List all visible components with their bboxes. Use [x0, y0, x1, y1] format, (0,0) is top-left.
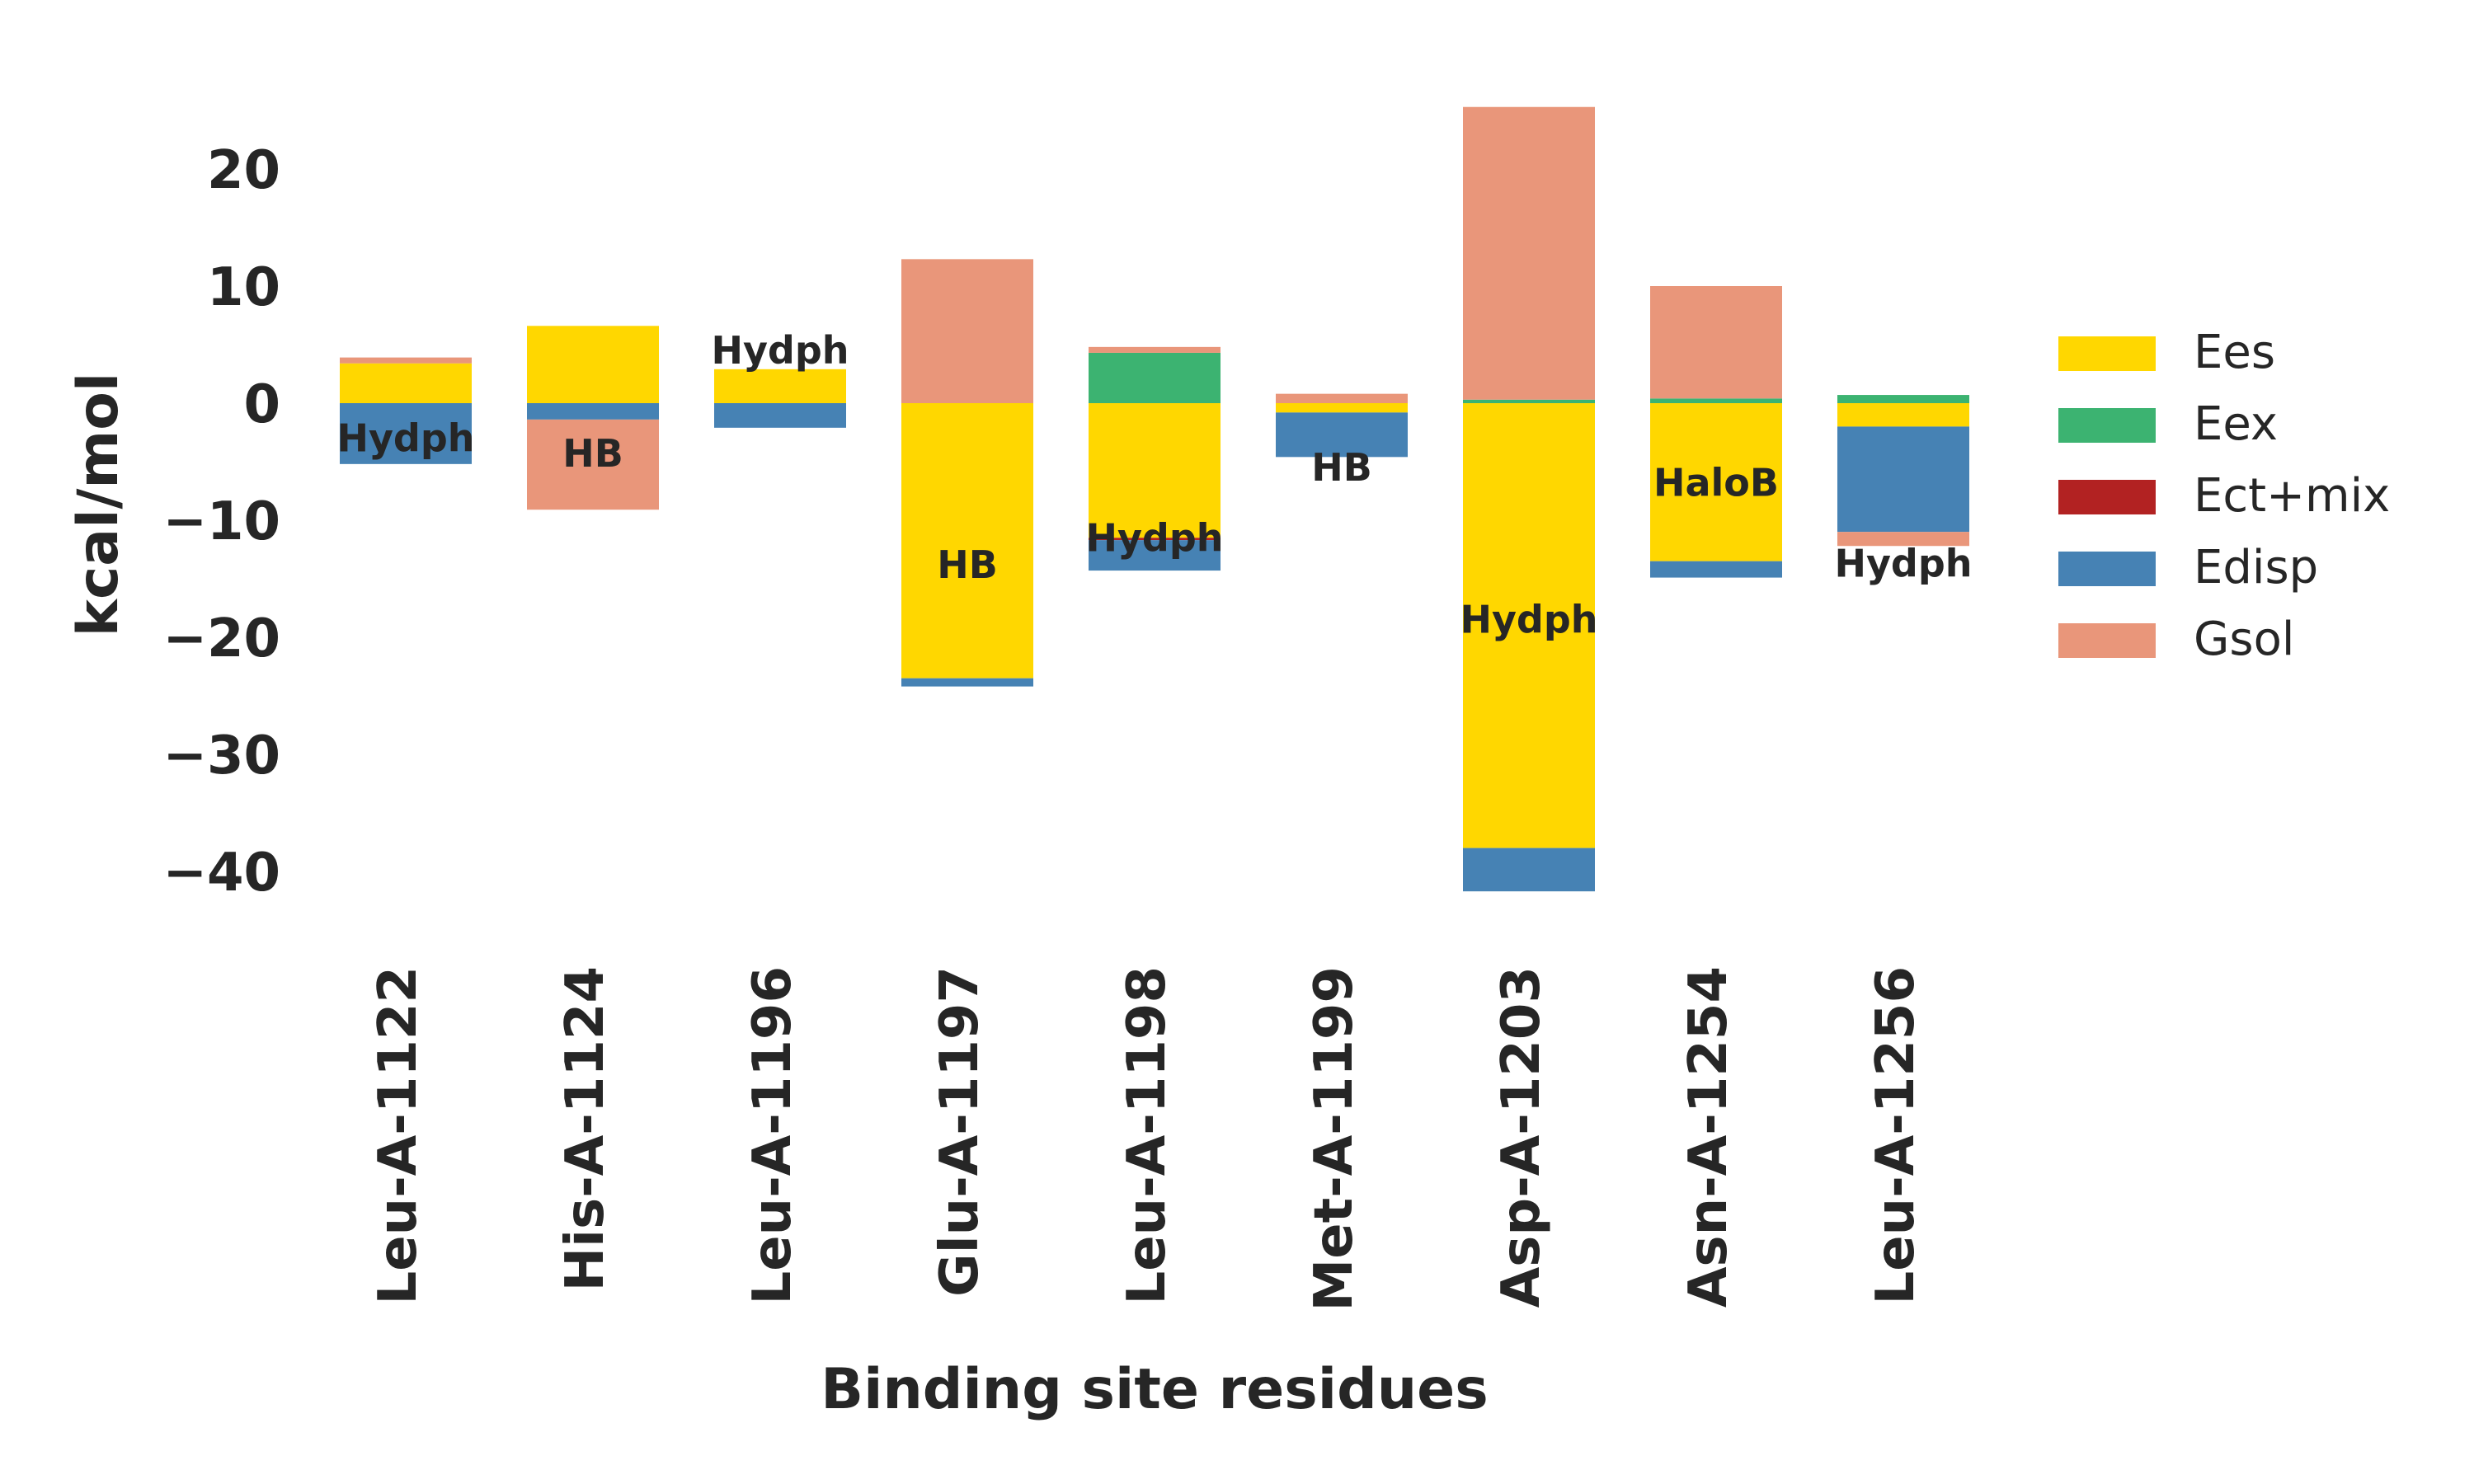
bar-edisp-leu-a-1122: [340, 403, 472, 464]
legend-swatch: [2058, 480, 2156, 514]
bar-gsol-leu-a-1122: [340, 357, 472, 364]
bar-ees-his-a-1124: [527, 326, 659, 403]
legend-label: Ees: [2194, 326, 2275, 379]
x-tick-label: His-A-1124: [555, 966, 616, 1291]
bar-ees-leu-a-1122: [340, 363, 472, 403]
bar-edisp-asn-a-1254: [1650, 561, 1782, 578]
x-tick-label: Glu-A-1197: [929, 966, 990, 1297]
x-tick-label: Asn-A-1254: [1678, 966, 1739, 1308]
bar-eex-asn-a-1254: [1650, 398, 1782, 403]
bar-gsol-glu-a-1197: [901, 259, 1033, 403]
bar-ees-asn-a-1254: [1650, 403, 1782, 561]
bar-ees-leu-a-1196: [714, 369, 846, 403]
legend-label: Edisp: [2194, 541, 2318, 594]
bars-layer: [340, 106, 1969, 892]
x-tick-label: Leu-A-1198: [1117, 966, 1178, 1305]
bar-edisp-leu-a-1196: [714, 403, 846, 428]
bar-gsol-leu-a-1198: [1089, 346, 1221, 353]
legend-swatch: [2058, 623, 2156, 658]
y-tick-label: −10: [162, 491, 280, 552]
legend-label: Gsol: [2194, 613, 2294, 666]
annotation-label: HB: [1311, 445, 1372, 490]
bar-gsol-leu-a-1256: [1837, 532, 1969, 547]
x-tick-label: Asp-A-1203: [1491, 966, 1552, 1308]
x-tick-label: Leu-A-1196: [742, 966, 803, 1305]
x-tick-label: Met-A-1199: [1304, 966, 1365, 1311]
y-tick-label: 0: [243, 374, 280, 435]
annotation-label: Hydph: [1834, 542, 1972, 586]
bar-edisp-his-a-1124: [527, 403, 659, 420]
legend-label: Eex: [2194, 397, 2278, 451]
bar-ees-asp-a-1203: [1463, 403, 1595, 848]
annotation-label: HB: [937, 542, 998, 587]
annotation-label: Hydph: [336, 416, 474, 461]
annotation-label: HB: [562, 431, 623, 476]
bar-edisp-asp-a-1203: [1463, 848, 1595, 892]
y-tick-label: 20: [207, 140, 280, 201]
bar-gsol-asp-a-1203: [1463, 106, 1595, 400]
bar-edisp-leu-a-1198: [1089, 540, 1221, 571]
y-tick-label: −30: [162, 726, 280, 787]
legend: Ees Eex Ect+mix Edisp Gsol: [2058, 326, 2390, 666]
x-tick-label: Leu-A-1122: [368, 966, 429, 1305]
annotation-label: Hydph: [711, 328, 849, 373]
annotation-label: HaloB: [1653, 461, 1779, 505]
y-tick-label: −20: [162, 608, 280, 669]
x-axis-title: Binding site residues: [821, 1357, 1489, 1422]
bar-ees-met-a-1199: [1276, 403, 1408, 413]
legend-swatch: [2058, 552, 2156, 586]
annotation-label: Hydph: [1460, 598, 1597, 642]
legend-swatch: [2058, 336, 2156, 371]
legend-swatch: [2058, 408, 2156, 443]
x-axis-ticks: Leu-A-1122 His-A-1124 Leu-A-1196 Glu-A-1197…: [368, 966, 1926, 1311]
bar-ees-glu-a-1197: [901, 403, 1033, 679]
y-axis-title: kcal/mol: [66, 373, 131, 636]
bar-ees-leu-a-1198: [1089, 403, 1221, 538]
bar-ect-mix-leu-a-1198: [1089, 538, 1221, 541]
y-axis-ticks: 20 10 0 −10 −20 −30 −40: [162, 140, 280, 904]
bar-eex-leu-a-1198: [1089, 352, 1221, 403]
y-tick-label: −40: [162, 843, 280, 904]
bar-edisp-glu-a-1197: [901, 678, 1033, 687]
bar-gsol-asn-a-1254: [1650, 286, 1782, 399]
annotations-layer: Hydph HB Hydph HB Hydph HB Hydph HaloB Hydph: [336, 328, 1972, 642]
bar-edisp-met-a-1199: [1276, 412, 1408, 458]
legend-label: Ect+mix: [2194, 469, 2390, 523]
bar-eex-asp-a-1203: [1463, 399, 1595, 403]
bar-eex-leu-a-1256: [1837, 395, 1969, 403]
annotation-label: Hydph: [1085, 515, 1223, 560]
y-tick-label: 10: [207, 257, 280, 318]
bar-gsol-his-a-1124: [527, 419, 659, 510]
x-tick-label: Leu-A-1256: [1865, 966, 1926, 1305]
bar-edisp-leu-a-1256: [1837, 426, 1969, 533]
bar-gsol-met-a-1199: [1276, 393, 1408, 403]
bar-ees-leu-a-1256: [1837, 403, 1969, 427]
